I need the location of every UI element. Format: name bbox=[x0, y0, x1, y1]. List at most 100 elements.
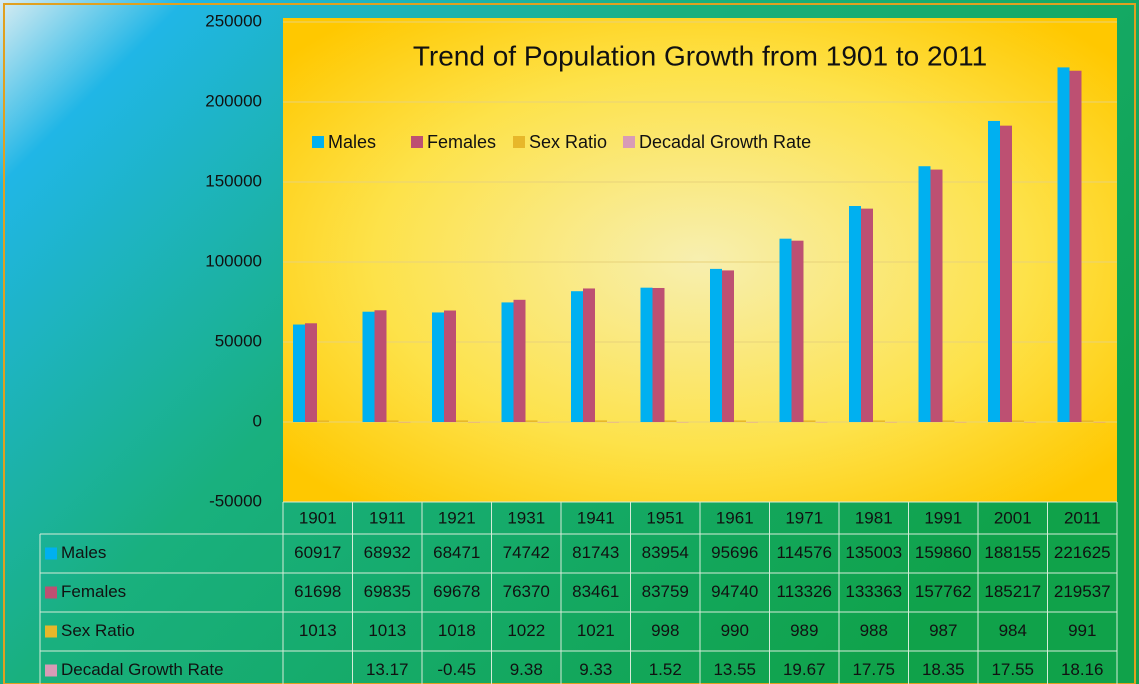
table-swatch bbox=[45, 664, 57, 677]
bar bbox=[942, 420, 955, 422]
bar bbox=[317, 420, 329, 422]
bar bbox=[501, 302, 514, 422]
table-cell: 188155 bbox=[984, 543, 1041, 562]
table-row-label: Males bbox=[61, 543, 106, 562]
table-cell: 988 bbox=[860, 621, 888, 640]
table-cell: 18.35 bbox=[922, 660, 965, 679]
table-cell: 1013 bbox=[299, 621, 337, 640]
y-tick-label: -50000 bbox=[209, 491, 262, 510]
x-tick-label: 2001 bbox=[994, 508, 1032, 527]
table-cell: 83954 bbox=[642, 543, 689, 562]
table-cell: 81743 bbox=[572, 543, 619, 562]
table-cell: 9.33 bbox=[579, 660, 612, 679]
x-tick-label: 1901 bbox=[299, 508, 337, 527]
bar bbox=[710, 268, 722, 422]
frame bbox=[3, 3, 1136, 684]
bar bbox=[803, 420, 816, 422]
bar bbox=[607, 421, 619, 423]
table-row-label: Sex Ratio bbox=[61, 621, 135, 640]
y-tick-label: 200000 bbox=[205, 91, 262, 110]
x-tick-label: 1971 bbox=[785, 508, 823, 527]
table-cell: 69835 bbox=[364, 582, 411, 601]
bar bbox=[1093, 421, 1106, 423]
bar bbox=[930, 169, 943, 422]
bar bbox=[722, 270, 734, 422]
bar bbox=[676, 421, 689, 423]
table-cell: 13.55 bbox=[713, 660, 756, 679]
legend-swatch bbox=[411, 136, 423, 148]
y-tick-label: 100000 bbox=[205, 251, 262, 270]
table-swatch bbox=[45, 625, 57, 638]
legend-label: Males bbox=[328, 132, 376, 152]
bar bbox=[571, 291, 583, 422]
table-cell: 9.38 bbox=[510, 660, 543, 679]
bar bbox=[885, 421, 897, 423]
legend-swatch bbox=[513, 136, 525, 148]
table-cell: 18.16 bbox=[1061, 660, 1104, 679]
table-cell: 17.55 bbox=[991, 660, 1034, 679]
bar bbox=[386, 420, 399, 422]
table-cell: 219537 bbox=[1054, 582, 1111, 601]
table-cell: 83759 bbox=[642, 582, 689, 601]
table-cell: 19.67 bbox=[783, 660, 826, 679]
table-cell: 987 bbox=[929, 621, 957, 640]
bar bbox=[293, 324, 305, 422]
x-tick-label: 1981 bbox=[855, 508, 893, 527]
bar bbox=[1024, 421, 1036, 423]
bar bbox=[664, 420, 677, 422]
bar bbox=[1081, 420, 1094, 422]
table-cell: 68932 bbox=[364, 543, 411, 562]
legend-label: Decadal Growth Rate bbox=[639, 132, 811, 152]
bar bbox=[861, 208, 873, 422]
bar bbox=[1000, 125, 1012, 422]
legend-label: Sex Ratio bbox=[529, 132, 607, 152]
x-tick-label: 2011 bbox=[1064, 508, 1101, 527]
table-row-label: Females bbox=[61, 582, 126, 601]
bar bbox=[1069, 70, 1082, 423]
bar bbox=[746, 421, 758, 423]
table-cell: 17.75 bbox=[852, 660, 895, 679]
table-cell: 61698 bbox=[294, 582, 341, 601]
bar bbox=[954, 421, 967, 423]
table-cell: 94740 bbox=[711, 582, 758, 601]
y-tick-label: 250000 bbox=[205, 11, 262, 30]
table-row-label: Decadal Growth Rate bbox=[61, 660, 224, 679]
table-cell: 984 bbox=[999, 621, 1027, 640]
bar bbox=[456, 420, 468, 422]
table-cell: 1022 bbox=[507, 621, 545, 640]
bar bbox=[362, 311, 375, 422]
bar bbox=[815, 421, 828, 423]
table-cell: 1021 bbox=[577, 621, 615, 640]
table-cell: 998 bbox=[651, 621, 679, 640]
legend-swatch bbox=[623, 136, 635, 148]
bar bbox=[513, 299, 526, 422]
table-cell: 135003 bbox=[845, 543, 902, 562]
bar bbox=[849, 205, 861, 422]
table-cell: 95696 bbox=[711, 543, 758, 562]
table-cell: 83461 bbox=[572, 582, 619, 601]
bar bbox=[1057, 67, 1070, 423]
bar bbox=[398, 421, 411, 423]
x-tick-label: 1941 bbox=[577, 508, 615, 527]
table-cell: 991 bbox=[1068, 621, 1096, 640]
legend-swatch bbox=[312, 136, 324, 148]
bar bbox=[583, 288, 595, 422]
table-cell: 74742 bbox=[503, 543, 550, 562]
y-tick-label: 150000 bbox=[205, 171, 262, 190]
table-cell: 133363 bbox=[845, 582, 902, 601]
table-cell: 989 bbox=[790, 621, 818, 640]
table-swatch bbox=[45, 586, 57, 599]
bar bbox=[640, 287, 653, 422]
table-cell: 114576 bbox=[777, 543, 832, 562]
x-tick-label: 1961 bbox=[716, 508, 754, 527]
x-tick-label: 1991 bbox=[924, 508, 962, 527]
bar bbox=[791, 240, 804, 422]
table-cell: 60917 bbox=[294, 543, 341, 562]
table-cell: 76370 bbox=[503, 582, 550, 601]
bar bbox=[595, 420, 607, 422]
table-cell: 159860 bbox=[915, 543, 972, 562]
plot-area bbox=[283, 18, 1117, 502]
table-cell: -0.45 bbox=[437, 660, 476, 679]
